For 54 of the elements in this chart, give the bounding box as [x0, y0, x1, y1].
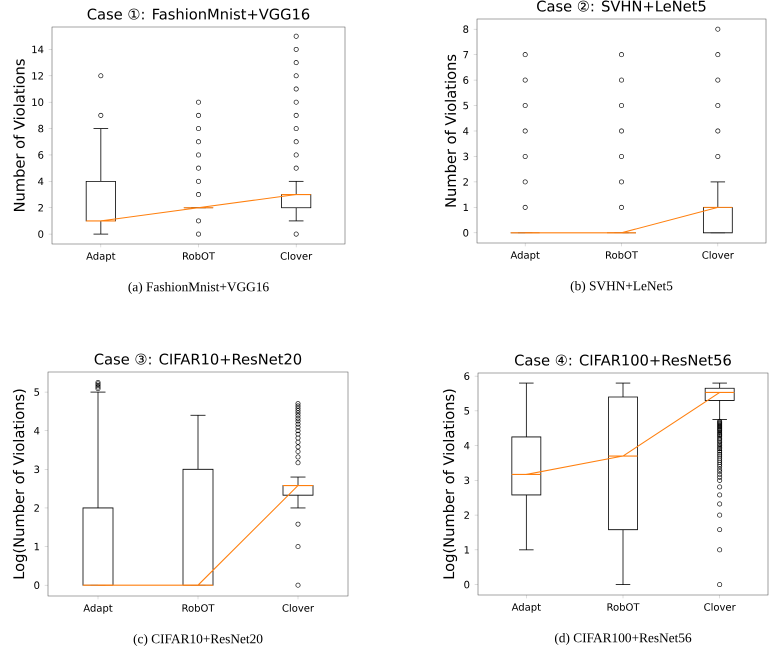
- x-tick-label: RobOT: [606, 251, 638, 259]
- y-tick-label: 2: [464, 511, 469, 519]
- x-tick-label: RobOT: [608, 603, 640, 611]
- y-axis-title: Number of Violations: [444, 54, 456, 207]
- y-tick-label: 12: [32, 72, 43, 80]
- y-tick-label: 8: [38, 124, 44, 132]
- y-tick-label: 0: [464, 580, 470, 588]
- y-tick-label: 2: [34, 504, 39, 512]
- y-tick-label: 6: [463, 76, 468, 84]
- x-tick-label: Clover: [282, 604, 314, 612]
- y-tick-label: 7: [463, 51, 468, 58]
- x-tick-label: RobOT: [182, 604, 215, 612]
- text: (b) SVHN+LeNet5: [570, 280, 672, 294]
- y-tick-label: 4: [463, 127, 468, 135]
- text: (d) CIFAR100+ResNet56: [554, 632, 692, 646]
- y-tick-label: 5: [464, 407, 470, 415]
- x-tick-label: Adapt: [512, 603, 541, 613]
- y-tick-label: 0: [34, 581, 40, 589]
- y-tick-label: 1: [464, 546, 470, 554]
- text: (c) CIFAR10+ResNet20: [134, 634, 262, 646]
- y-axis-title: Log(Number of Violations): [12, 389, 28, 578]
- y-tick-label: 5: [34, 388, 40, 396]
- y-tick-label: 2: [463, 178, 468, 186]
- x-tick-label: Adapt: [86, 252, 116, 262]
- text: (a) FashionMnist+VGG16: [128, 282, 269, 294]
- y-tick-label: 4: [38, 178, 44, 185]
- y-tick-label: 6: [464, 372, 470, 380]
- y-axis-title: Log(Number of Violations): [442, 389, 458, 578]
- y-tick-label: 1: [464, 204, 468, 212]
- y-tick-label: 14: [32, 46, 44, 54]
- x-tick-label: RobOT: [183, 252, 216, 260]
- y-tick-label: 5: [463, 102, 468, 110]
- x-tick-label: Clover: [702, 251, 734, 259]
- x-tick-label: Adapt: [510, 251, 540, 261]
- chart-title: Case ④: CIFAR100+ResNet56: [515, 354, 731, 366]
- y-tick-label: 4: [464, 442, 470, 450]
- y-tick-label: 2: [38, 204, 43, 212]
- y-tick-label: 10: [32, 98, 44, 106]
- y-tick-label: 8: [463, 25, 468, 33]
- x-tick-label: Adapt: [83, 604, 112, 614]
- chart-title: Case ①: FashionMnist+VGG16: [88, 8, 310, 20]
- y-tick-label: 0: [463, 229, 468, 237]
- x-tick-label: Clover: [704, 603, 736, 611]
- y-tick-label: 0: [38, 230, 44, 238]
- y-tick-label: 4: [34, 427, 40, 434]
- y-axis-title: Number of Violations: [13, 59, 25, 212]
- y-tick-label: 1: [34, 542, 40, 550]
- chart-title: Case ②: SVHN+LeNet5: [537, 0, 706, 12]
- y-tick-label: 3: [463, 152, 468, 160]
- x-tick-label: Clover: [280, 252, 312, 260]
- y-tick-label: 3: [464, 476, 470, 484]
- y-tick-label: 3: [34, 466, 40, 474]
- y-tick-label: 6: [38, 151, 44, 159]
- chart-title: Case ③: CIFAR10+ResNet20: [94, 354, 302, 365]
